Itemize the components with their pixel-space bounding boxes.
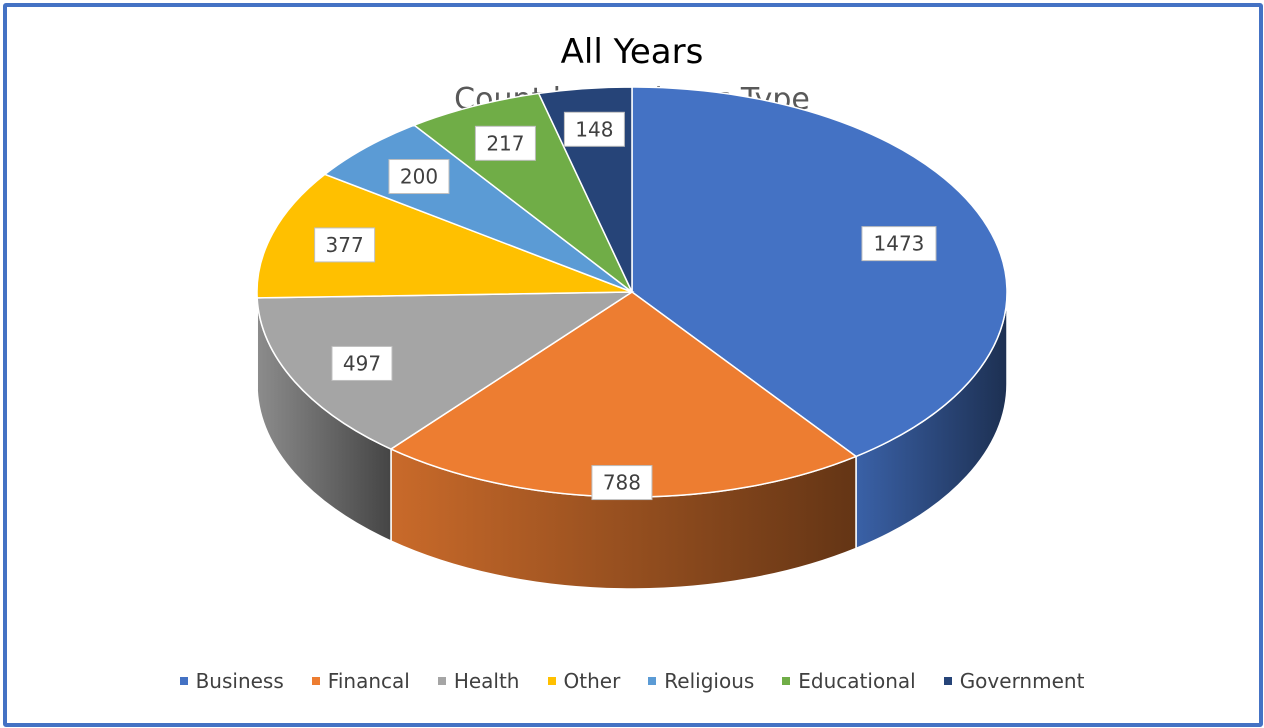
legend-item: Religious — [648, 669, 754, 693]
legend-label: Other — [563, 669, 621, 693]
legend-swatch — [547, 677, 556, 685]
data-label: 788 — [591, 465, 653, 501]
legend-label: Health — [453, 669, 520, 693]
chart-legend: Business Financal Health Other Religious Educ… — [0, 666, 1264, 696]
legend-item: Financal — [311, 669, 410, 693]
data-label: 200 — [388, 159, 450, 195]
pie-slice-educational[interactable] — [412, 92, 633, 293]
legend-swatch — [648, 677, 657, 685]
pie-slice-health[interactable] — [256, 291, 635, 450]
data-label: 497 — [331, 345, 393, 381]
data-label: 1473 — [861, 226, 937, 262]
legend-swatch — [311, 677, 320, 685]
legend-label: Religious — [664, 669, 755, 693]
legend-label: Financal — [327, 669, 410, 693]
data-label: 148 — [563, 111, 625, 147]
data-label-text: 200 — [400, 165, 438, 189]
data-label-text: 148 — [575, 117, 613, 141]
pie-slice-business[interactable] — [631, 86, 1008, 458]
data-label-text: 377 — [326, 233, 364, 257]
legend-item: Educational — [782, 669, 916, 693]
legend-label: Government — [959, 669, 1085, 693]
legend-label: Educational — [798, 669, 916, 693]
legend-swatch — [179, 677, 188, 685]
data-label-text: 497 — [343, 351, 381, 375]
chart-title: All Years — [560, 32, 704, 72]
pie-slice-other[interactable] — [256, 173, 633, 299]
data-label-text: 217 — [486, 131, 524, 155]
legend-item: Health — [437, 669, 520, 693]
data-label: 217 — [474, 125, 536, 161]
data-label-text: 788 — [603, 471, 641, 495]
legend-swatch — [437, 677, 446, 685]
data-label-text: 1473 — [874, 232, 925, 256]
legend-item: Government — [943, 669, 1085, 693]
legend-label: Business — [195, 669, 284, 693]
legend-swatch — [782, 677, 791, 685]
legend-item: Business — [179, 669, 284, 693]
legend-swatch — [943, 677, 952, 685]
data-label: 377 — [314, 227, 376, 263]
legend-item: Other — [547, 669, 621, 693]
